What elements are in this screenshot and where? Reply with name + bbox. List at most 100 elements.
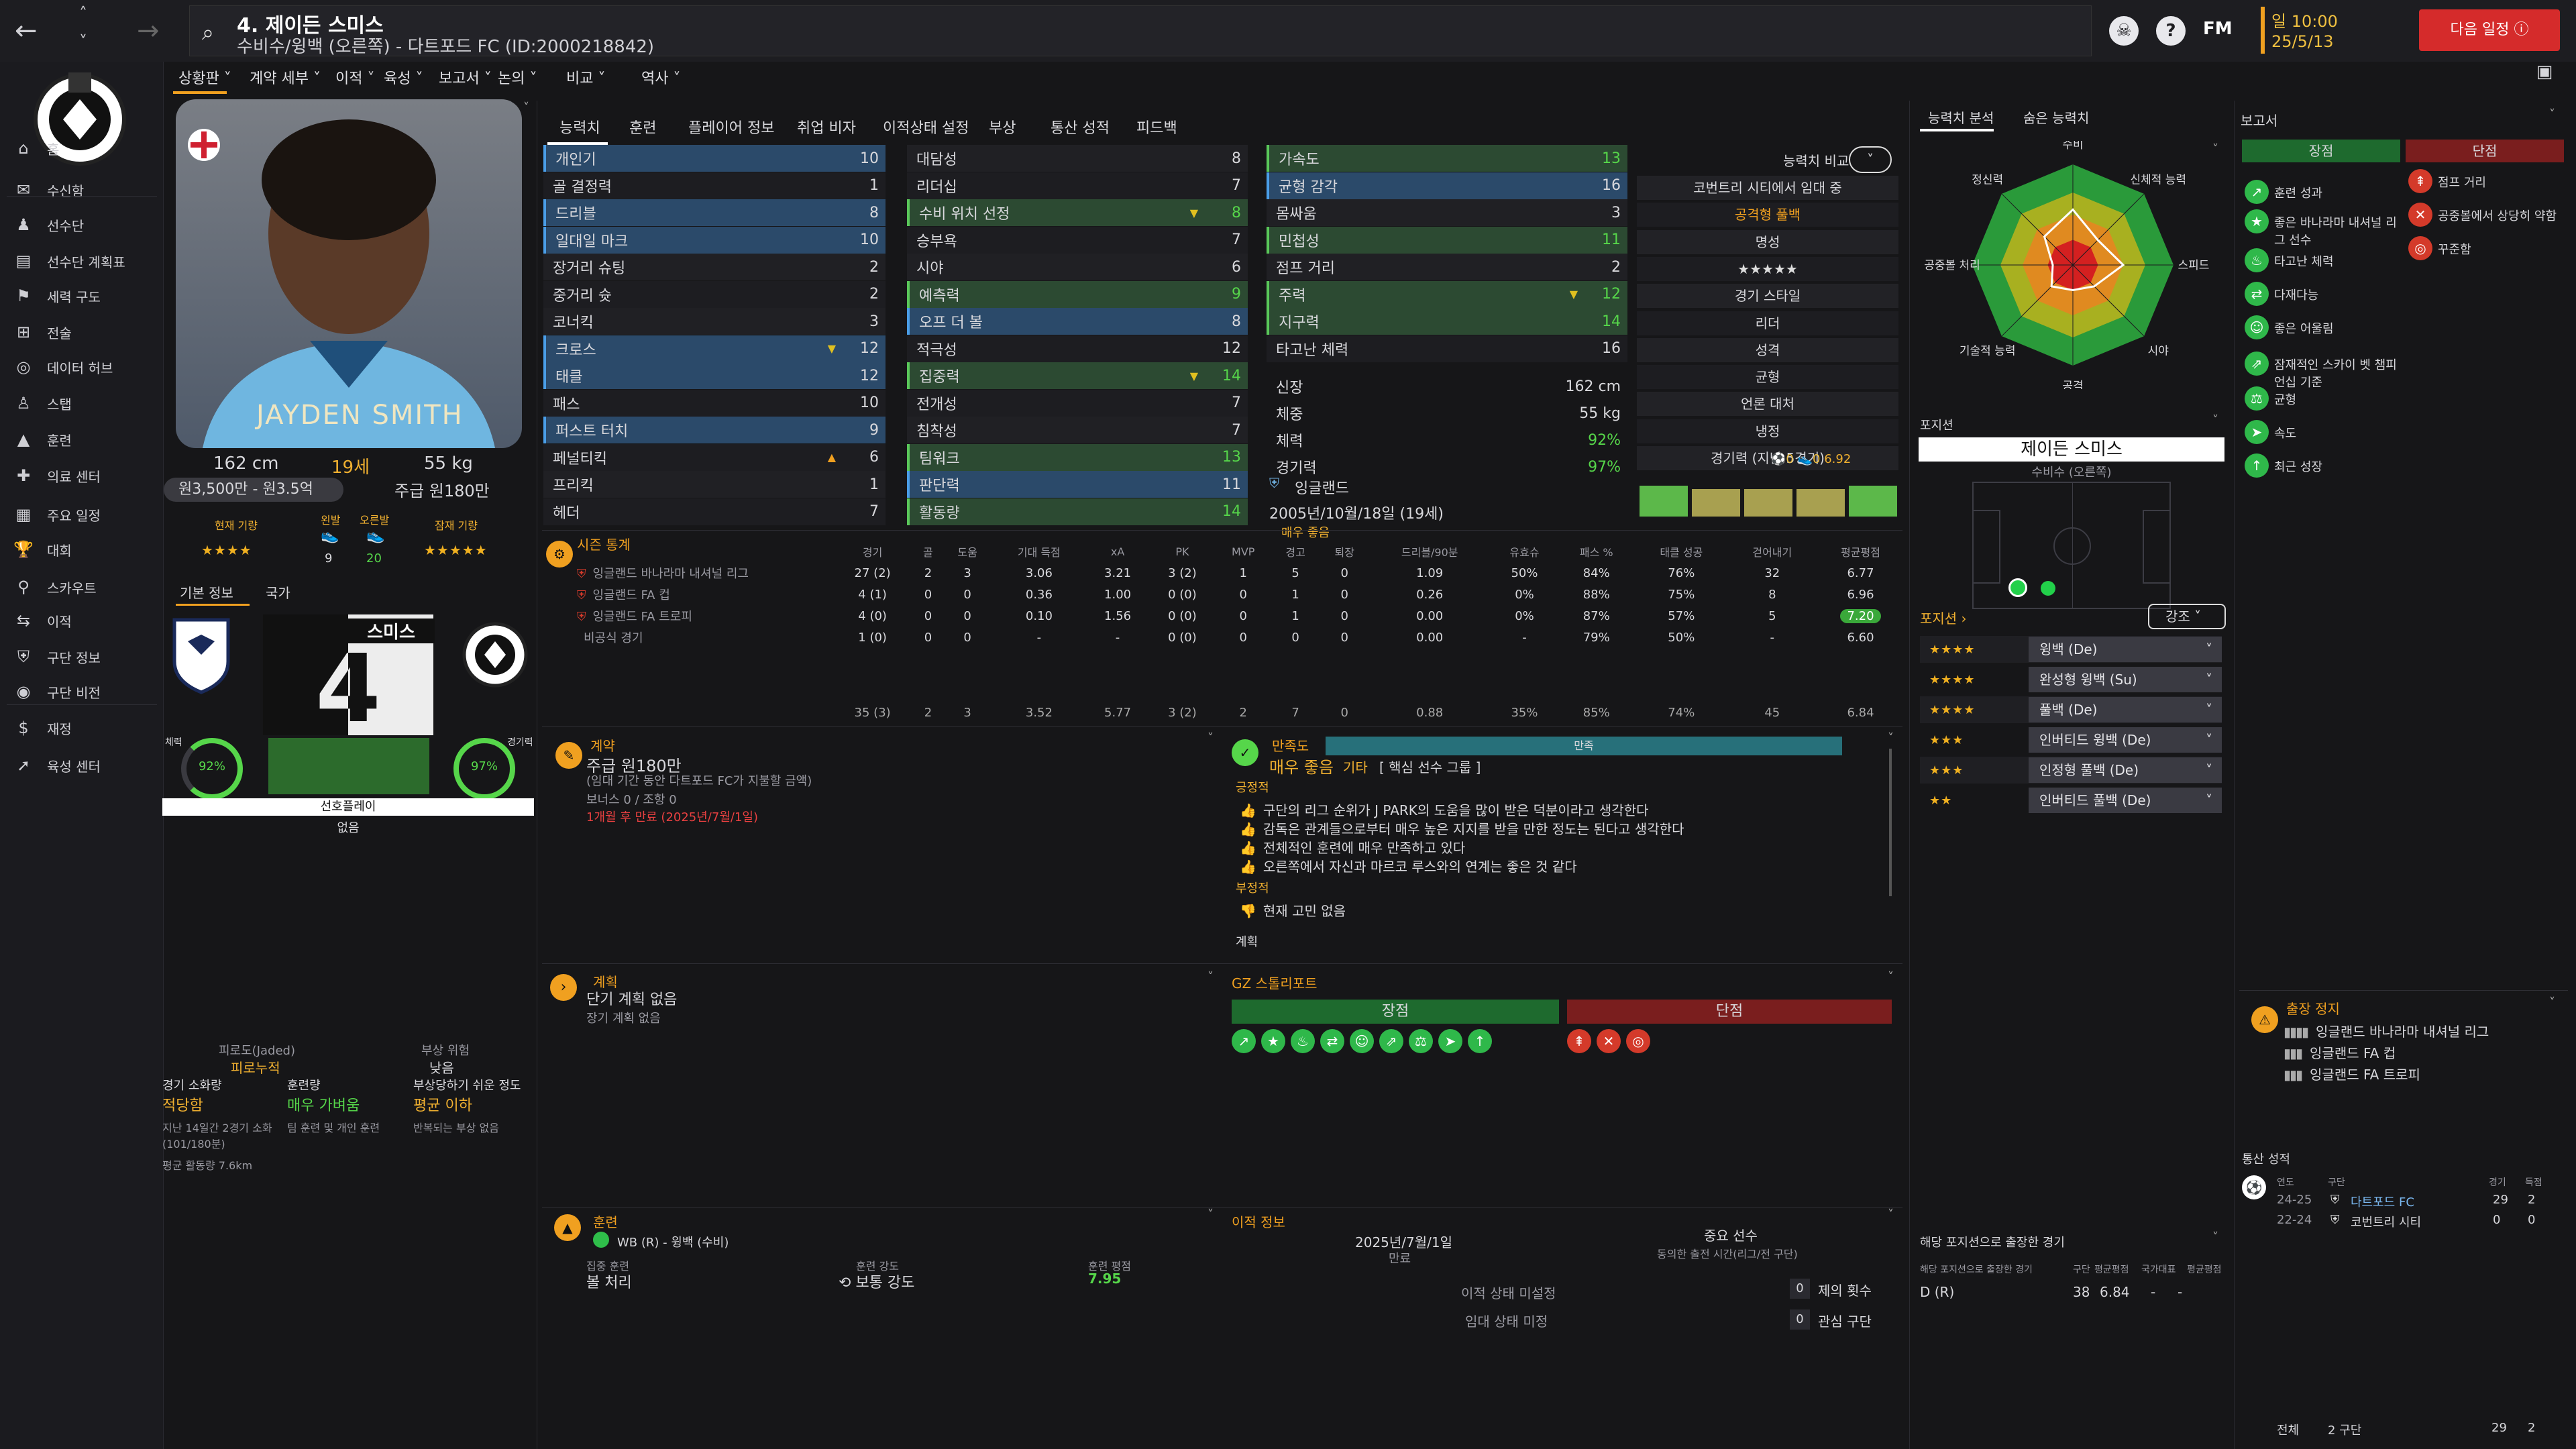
happiness-scrollbar[interactable] [1889, 749, 1892, 896]
gz-title[interactable]: GZ 스톨리포트 [1232, 975, 1318, 991]
sidebar-item-17[interactable]: $ 재정 [0, 711, 164, 745]
stats-header[interactable]: 경기 [862, 546, 883, 559]
stats-row[interactable]: ⛨ 잉글랜드 바나라마 내셔널 리그 27 (2) 2 3 3.06 3.21 3 (2) 1 5… [577, 562, 1905, 584]
attribute-row[interactable]: 타고난 체력 16 [1267, 335, 1627, 362]
versatile-icon[interactable]: ⇄ [1320, 1029, 1344, 1053]
sidebar-item-13[interactable]: ⚲ 스카우트 [0, 570, 164, 604]
attribute-row[interactable]: 지구력 14 [1267, 308, 1627, 335]
growth-icon[interactable]: ⇗ [1379, 1029, 1403, 1053]
attribute-row[interactable]: 수비 위치 선정 ▼ 8 [907, 199, 1248, 226]
position-chevron-icon[interactable]: ˅ [2212, 413, 2218, 427]
alt-position-dot[interactable] [2041, 581, 2055, 596]
attribute-row[interactable]: 프리킥 1 [543, 471, 885, 498]
stamina-icon[interactable]: ♨ [1291, 1029, 1315, 1053]
role-select[interactable]: 인버티드 풀백 (De) ˅ [2029, 788, 2222, 813]
attribute-row[interactable]: 활동량 14 [907, 498, 1248, 525]
stats-header[interactable]: MVP [1232, 545, 1255, 558]
stats-header[interactable]: 골 [923, 546, 933, 559]
sidebar-item-12[interactable]: 🏆 대회 [0, 533, 164, 566]
sidebar-item-7[interactable]: ◎ 데이터 허브 [0, 350, 164, 384]
balance-icon[interactable]: ⚖ [1409, 1029, 1433, 1053]
stats-header[interactable]: 기대 득점 [1017, 546, 1061, 559]
plans-chevron-icon[interactable]: ˅ [1208, 970, 1214, 984]
fm-logo[interactable]: FM [2203, 19, 2233, 39]
attribute-row[interactable]: 중거리 슛 2 [543, 280, 885, 308]
stats-row[interactable]: ⛨ 잉글랜드 FA 컵 4 (1) 0 0 0.36 1.00 0 (0) 0 1 0 0.26 0% 8… [577, 584, 1905, 605]
attribute-row[interactable]: 개인기 10 [543, 145, 885, 172]
role-row[interactable]: ★★★★ 완성형 윙백 (Su) ˅ [1920, 666, 2222, 693]
sidebar-item-15[interactable]: ⛨ 구단 정보 [0, 640, 164, 674]
dartford-crest-icon[interactable] [460, 614, 530, 695]
sub-tab-4[interactable]: 취업 비자 [797, 120, 856, 137]
attribute-row[interactable]: 일대일 마크 10 [543, 226, 885, 254]
sub-tab-8[interactable]: 피드백 [1136, 120, 1177, 137]
sidebar-item-8[interactable]: ♙ 스탭 [0, 386, 164, 420]
happiness-chevron-icon[interactable]: ˅ [1888, 731, 1894, 745]
sub-tab-3[interactable]: 플레이어 정보 [688, 120, 775, 137]
attribute-row[interactable]: 태클 12 [543, 362, 885, 389]
attribute-row[interactable]: 코너킥 3 [543, 308, 885, 335]
role-row[interactable]: ★★★★ 윙백 (De) ˅ [1920, 636, 2222, 663]
sidebar-item-10[interactable]: ✚ 의료 센터 [0, 459, 164, 492]
menu-tab-1[interactable]: 상황판 ˅ [178, 70, 231, 87]
happiness-title[interactable]: 만족도 [1272, 738, 1309, 754]
jump-icon[interactable]: ⇞ [1567, 1029, 1591, 1053]
sub-tab-2[interactable]: 훈련 [629, 120, 657, 137]
consistency-icon[interactable]: ◎ [1626, 1029, 1650, 1053]
attribute-row[interactable]: 예측력 9 [907, 280, 1248, 308]
stats-header[interactable]: 퇴장 [1334, 546, 1354, 559]
stats-header[interactable]: xA [1110, 545, 1125, 558]
sub-tab-1[interactable]: 능력치 [559, 120, 600, 137]
attribute-row[interactable]: 헤더 7 [543, 498, 885, 525]
sidebar-item-5[interactable]: ⚑ 세력 구도 [0, 279, 164, 313]
role-row[interactable]: ★★ 인버티드 풀백 (De) ˅ [1920, 787, 2222, 814]
attribute-row[interactable]: 점프 거리 2 [1267, 254, 1627, 280]
contract-title[interactable]: 계약 [590, 738, 615, 754]
attribute-row[interactable]: 주력 ▼ 12 [1267, 280, 1627, 308]
collapse-chevron-icon[interactable]: ˅ [523, 101, 529, 115]
compare-dropdown[interactable]: ˅ [1849, 146, 1892, 173]
played-chevron-icon[interactable]: ˅ [2212, 1230, 2218, 1244]
analysis-chevron-icon[interactable]: ˅ [2212, 142, 2218, 156]
tab-hidden-attributes[interactable]: 숨은 능력치 [2023, 110, 2090, 126]
title-box[interactable]: ⌕ 4. 제이든 스미스 수비수/윙백 (오른쪽) - 다트포드 FC (ID:… [189, 5, 2092, 57]
training-title[interactable]: 훈련 [593, 1214, 618, 1230]
sidebar-item-2[interactable]: ✉ 수신함 [0, 173, 164, 207]
report-chevron-icon[interactable]: ˅ [2549, 107, 2555, 121]
attribute-row[interactable]: 팀워크 13 [907, 443, 1248, 471]
sidebar-item-1[interactable]: ⌂ 홈 [0, 131, 164, 165]
menu-tab-7[interactable]: 비교 ˅ [566, 70, 606, 87]
transfer-title[interactable]: 이적 정보 [1232, 1214, 1285, 1230]
plans-title[interactable]: 계획 [593, 974, 618, 990]
chevron-down-icon[interactable]: ˅ [79, 32, 87, 51]
role-row[interactable]: ★★★ 인정형 풀백 (De) ˅ [1920, 757, 2222, 784]
stats-header[interactable]: 걷어내기 [1752, 546, 1792, 559]
suspension-title[interactable]: 출장 정지 [2286, 1001, 2340, 1017]
attribute-row[interactable]: 크로스 ▼ 12 [543, 335, 885, 362]
attribute-row[interactable]: 퍼스트 터치 9 [543, 417, 885, 443]
role-select[interactable]: 완성형 윙백 (Su) ˅ [2029, 667, 2222, 692]
attribute-row[interactable]: 오프 더 볼 8 [907, 308, 1248, 335]
layout-icon[interactable]: ▣ [2536, 62, 2553, 82]
attribute-row[interactable]: 시야 6 [907, 254, 1248, 280]
social-icon[interactable]: ☺ [1350, 1029, 1374, 1053]
attribute-row[interactable]: 승부욕 7 [907, 226, 1248, 254]
role-row[interactable]: ★★★ 인버티드 윙백 (De) ˅ [1920, 727, 2222, 753]
training-chevron-icon[interactable]: ˅ [1208, 1208, 1214, 1222]
role-select[interactable]: 풀백 (De) ˅ [2029, 697, 2222, 722]
stats-header[interactable]: 유효슈 [1509, 546, 1540, 559]
search-icon[interactable]: ⌕ [202, 19, 214, 45]
role-strength-dropdown[interactable]: 강조 ˅ [2148, 604, 2226, 629]
attribute-row[interactable]: 패스 10 [543, 389, 885, 417]
stats-header[interactable]: 경고 [1285, 546, 1305, 559]
attribute-row[interactable]: 몸싸움 3 [1267, 199, 1627, 226]
star-icon[interactable]: ★ [1261, 1029, 1285, 1053]
england-crest-icon[interactable] [169, 614, 233, 695]
sidebar-item-14[interactable]: ⇆ 이적 [0, 604, 164, 637]
attribute-row[interactable]: 집중력 ▼ 14 [907, 362, 1248, 389]
training-icon[interactable]: ↗ [1232, 1029, 1256, 1053]
progress-icon[interactable]: ↑ [1468, 1029, 1492, 1053]
menu-tab-8[interactable]: 역사 ˅ [641, 70, 681, 87]
skull-icon[interactable]: ☠ [2109, 16, 2139, 46]
attribute-row[interactable]: 균형 감각 16 [1267, 172, 1627, 199]
